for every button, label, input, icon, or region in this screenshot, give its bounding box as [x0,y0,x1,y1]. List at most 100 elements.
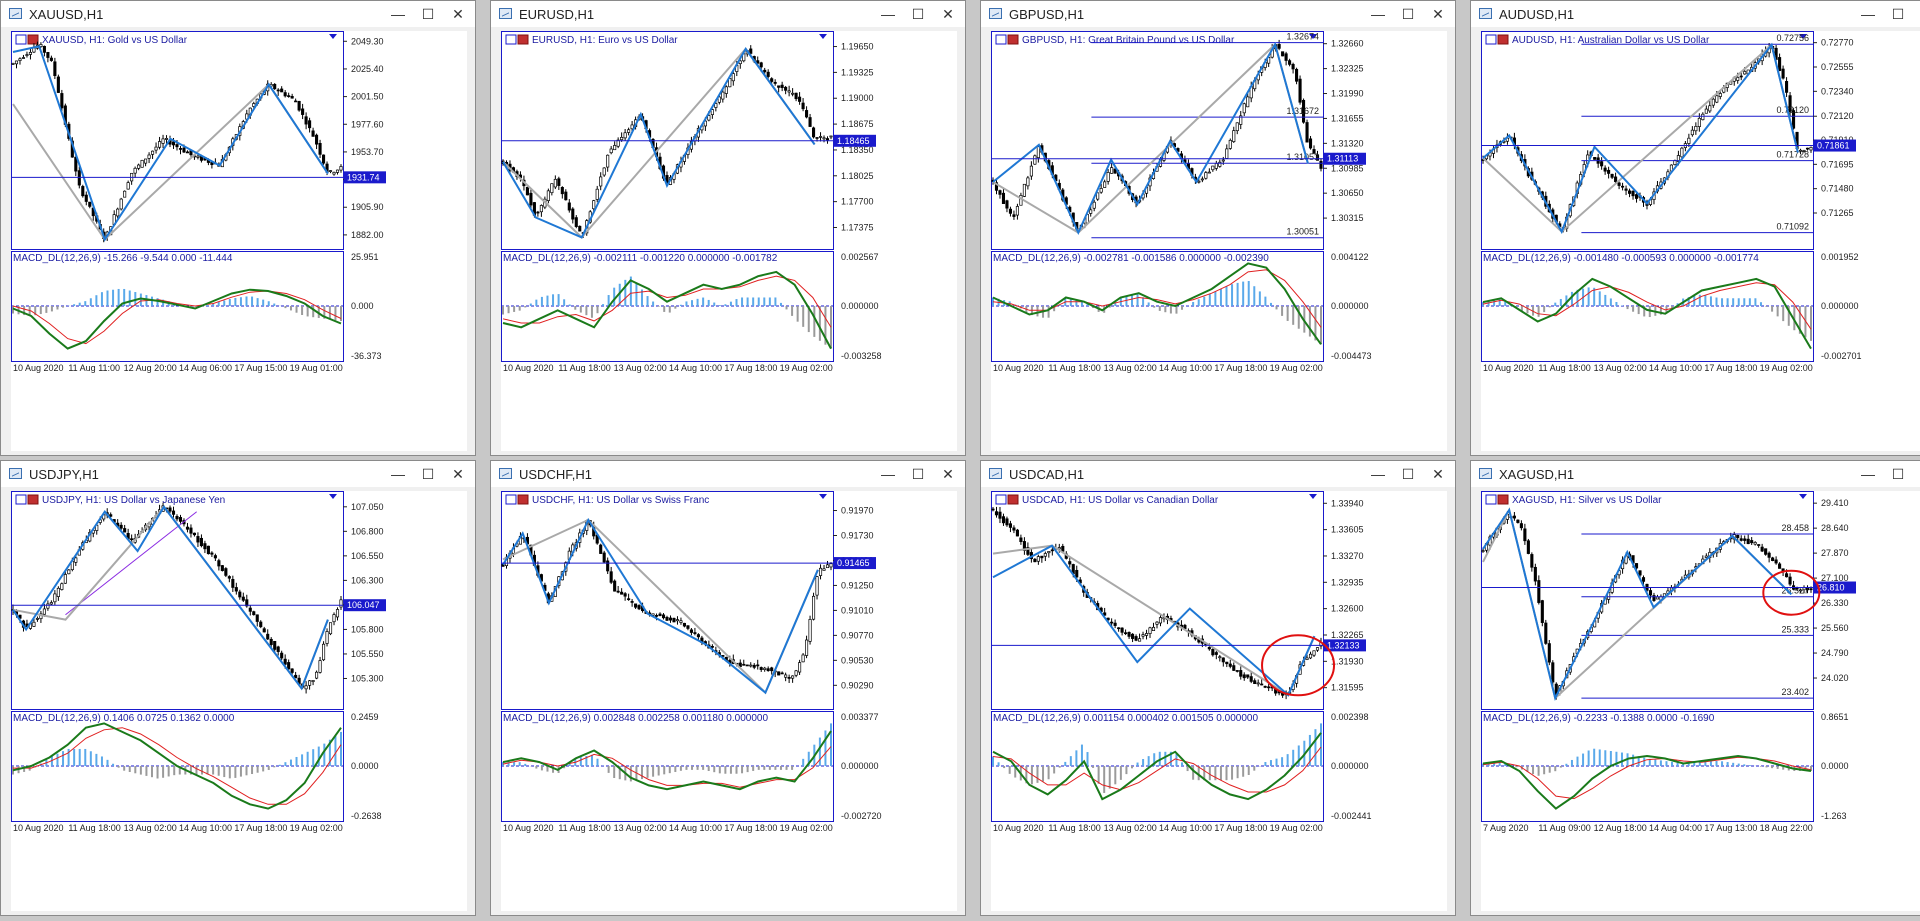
chart-window-gbpusd[interactable]: GBPUSD,H1 — ☐ ✕ GBPUSD, H1: Great Britai… [980,0,1456,456]
date-axis-label: 10 Aug 2020 [1483,363,1534,373]
chart-area[interactable]: XAGUSD, H1: Silver vs US Dollar 29.410 28.… [1481,491,1920,911]
close-button[interactable]: ✕ [1432,6,1444,22]
chart-canvas[interactable]: USDJPY, H1: US Dollar vs Japanese Yen 107… [11,491,467,911]
price-axis-label: 1.19000 [841,93,874,103]
minimize-button[interactable]: — [881,6,895,22]
chart-canvas[interactable]: USDCAD, H1: US Dollar vs Canadian Dollar… [991,491,1447,911]
candle-body [714,103,718,108]
window-titlebar[interactable]: EURUSD,H1 — ☐ ✕ [491,1,965,27]
candle-body [808,619,812,642]
candle-body [1617,182,1621,186]
candle-body [53,61,57,77]
candle-body [1242,103,1246,114]
date-axis-label: 11 Aug 18:00 [1048,363,1100,373]
chart-area[interactable]: USDJPY, H1: US Dollar vs Japanese Yen 107… [11,491,467,911]
chart-canvas[interactable]: USDCHF, H1: US Dollar vs Swiss Franc 0.91… [501,491,957,911]
maximize-button[interactable]: ☐ [421,466,435,482]
current-price-tag: 106.047 [347,600,380,610]
minimize-button[interactable]: — [391,6,405,22]
candle-body [290,96,294,99]
chart-area[interactable]: USDCHF, H1: US Dollar vs Swiss Franc 0.91… [501,491,957,911]
candle-body [773,81,777,84]
chart-canvas[interactable]: XAUUSD, H1: Gold vs US Dollar 2049.30 2025… [11,31,467,451]
maximize-button[interactable]: ☐ [1891,6,1905,22]
candle-body [185,151,190,154]
indicator-icon [1007,34,1019,45]
candle-body [1099,188,1103,193]
minimize-button[interactable]: — [1861,466,1875,482]
minimize-button[interactable]: — [391,466,405,482]
candle-body [1068,561,1072,565]
candle-body [196,155,200,158]
maximize-button[interactable]: ☐ [1891,466,1905,482]
close-button[interactable]: ✕ [1432,466,1444,482]
chart-window-xauusd[interactable]: XAUUSD,H1 — ☐ ✕ XAUUSD, H1: Gold vs US D… [0,0,476,456]
candle-body [536,211,540,214]
date-axis-label: 19 Aug 02:00 [1760,363,1813,373]
candle-body [998,511,1002,519]
chart-window-xagusd[interactable]: XAGUSD,H1 — ☐ ✕ XAGUSD, H1: Silver vs US… [1470,460,1920,916]
minimize-button[interactable]: — [881,466,895,482]
candle-body [123,190,127,198]
window-titlebar[interactable]: USDCAD,H1 — ☐ ✕ [981,461,1455,487]
chart-window-usdchf[interactable]: USDCHF,H1 — ☐ ✕ USDCHF, H1: US Dollar vs… [490,460,966,916]
maximize-button[interactable]: ☐ [911,6,925,22]
chart-canvas[interactable]: AUDUSD, H1: Australian Dollar vs US Doll… [1481,31,1920,451]
candle-body [227,576,231,579]
candle-body [1614,176,1618,183]
price-axis-label: 29.410 [1821,498,1849,508]
minimize-button[interactable]: — [1371,6,1385,22]
candle-body [770,78,774,82]
window-title: USDCAD,H1 [1009,467,1085,482]
minimize-button[interactable]: — [1371,466,1385,482]
window-titlebar[interactable]: AUDUSD,H1 — ☐ ✕ [1471,1,1920,27]
chart-window-usdcad[interactable]: USDCAD,H1 — ☐ ✕ USDCAD, H1: US Dollar vs… [980,460,1456,916]
chart-area[interactable]: XAUUSD, H1: Gold vs US Dollar 2049.30 2025… [11,31,467,451]
candle-body [171,510,176,515]
chart-window-eurusd[interactable]: EURUSD,H1 — ☐ ✕ EURUSD, H1: Euro vs US D… [490,0,966,456]
macd-axis-label: 0.000000 [1331,761,1369,771]
candle-body [294,100,298,103]
candle-body [1523,528,1527,542]
close-button[interactable]: ✕ [942,466,954,482]
current-price-tag-bg [1324,152,1366,165]
macd-main-line [1482,277,1812,350]
window-titlebar[interactable]: XAGUSD,H1 — ☐ ✕ [1471,461,1920,487]
window-titlebar[interactable]: USDJPY,H1 — ☐ ✕ [1,461,475,487]
chart-window-usdjpy[interactable]: USDJPY,H1 — ☐ ✕ USDJPY, H1: US Dollar vs… [0,460,476,916]
candle-body [46,603,50,609]
candle-body [1764,548,1768,555]
chart-area[interactable]: AUDUSD, H1: Australian Dollar vs US Doll… [1481,31,1920,451]
candle-body [1221,159,1225,162]
candle-body [32,47,36,53]
chart-canvas[interactable]: EURUSD, H1: Euro vs US Dollar 1.19650 1.19… [501,31,957,451]
close-button[interactable]: ✕ [942,6,954,22]
candle-body [630,124,634,130]
close-button[interactable]: ✕ [1915,4,1920,24]
chart-window-audusd[interactable]: AUDUSD,H1 — ☐ ✕ AUDUSD, H1: Australian D… [1470,0,1920,456]
chart-canvas[interactable]: XAGUSD, H1: Silver vs US Dollar 29.410 28.… [1481,491,1920,911]
chart-area[interactable]: GBPUSD, H1: Great Britain Pound vs US Do… [991,31,1447,451]
window-titlebar[interactable]: GBPUSD,H1 — ☐ ✕ [981,1,1455,27]
symbol-header: AUDUSD, H1: Australian Dollar vs US Doll… [1512,35,1710,46]
candle-body [28,52,32,55]
close-button[interactable]: ✕ [452,466,464,482]
candle-body [1232,130,1236,142]
candle-body [686,625,690,629]
maximize-button[interactable]: ☐ [1401,6,1415,22]
window-titlebar[interactable]: XAUUSD,H1 — ☐ ✕ [1,1,475,27]
close-button[interactable]: ✕ [1915,464,1920,484]
maximize-button[interactable]: ☐ [911,466,925,482]
candle-body [1012,527,1016,531]
chart-area[interactable]: EURUSD, H1: Euro vs US Dollar 1.19650 1.19… [501,31,957,451]
chart-canvas[interactable]: GBPUSD, H1: Great Britain Pound vs US Do… [991,31,1447,451]
chart-area[interactable]: USDCAD, H1: US Dollar vs Canadian Dollar… [991,491,1447,911]
maximize-button[interactable]: ☐ [421,6,435,22]
candle-body [1246,96,1250,108]
maximize-button[interactable]: ☐ [1401,466,1415,482]
close-button[interactable]: ✕ [452,6,464,22]
candle-body [703,120,707,127]
candle-body [276,646,280,652]
minimize-button[interactable]: — [1861,6,1875,22]
window-titlebar[interactable]: USDCHF,H1 — ☐ ✕ [491,461,965,487]
